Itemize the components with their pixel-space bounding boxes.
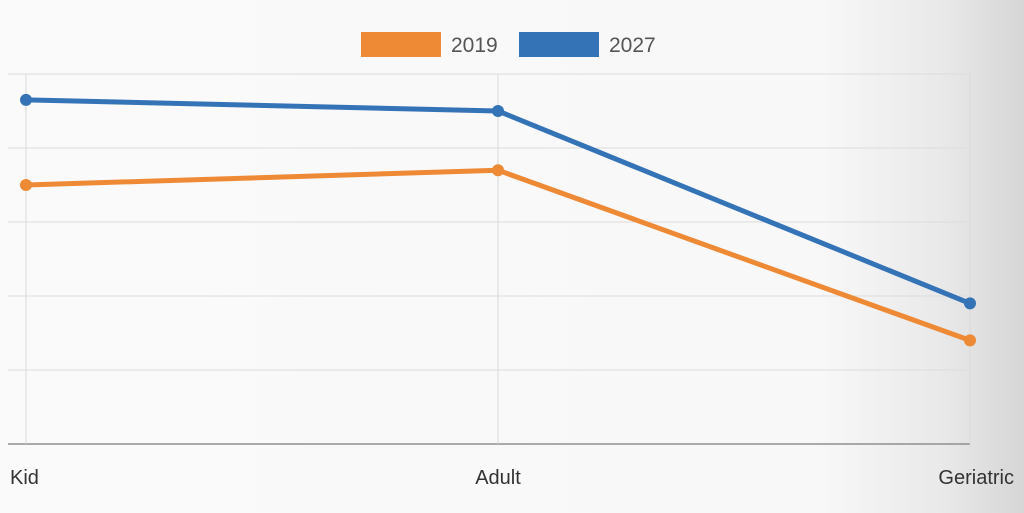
series-2019 — [20, 164, 976, 347]
legend-item[interactable]: 2027 — [519, 32, 656, 57]
legend-swatch — [519, 32, 599, 57]
x-tick-label: Geriatric — [938, 467, 1014, 489]
series-lines — [20, 93, 976, 347]
legend-label: 2019 — [451, 34, 498, 57]
x-tick-label: Kid — [10, 467, 39, 489]
data-point[interactable] — [492, 105, 504, 117]
x-axis-tick-labels: Kid Adult Geriatric — [10, 467, 1014, 489]
legend-label: 2027 — [609, 34, 656, 57]
data-point[interactable] — [20, 93, 32, 106]
legend-swatch — [361, 32, 441, 57]
series-2027 — [20, 93, 976, 310]
legend[interactable]: 2019 2027 — [361, 32, 656, 57]
data-point[interactable] — [492, 164, 504, 177]
legend-item[interactable]: 2019 — [361, 32, 498, 57]
data-point[interactable] — [20, 179, 32, 191]
grid-lines — [8, 73, 971, 445]
data-point[interactable] — [964, 334, 976, 347]
x-tick-label: Adult — [475, 467, 521, 489]
data-point[interactable] — [964, 297, 976, 310]
